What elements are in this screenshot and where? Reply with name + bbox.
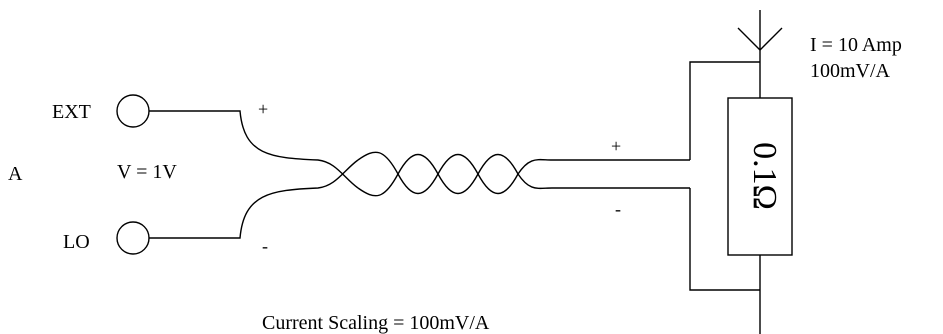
shunt-minus-sign: - xyxy=(615,199,621,219)
ext-terminal xyxy=(116,94,150,128)
input-plus-sign: + xyxy=(258,99,268,119)
ext-terminal-label: EXT xyxy=(52,101,91,123)
upper-lead-wire xyxy=(149,110,359,189)
lo-terminal-label: LO xyxy=(63,231,90,253)
twisted-pair-strand-a xyxy=(357,154,553,197)
voltage-label: V = 1V xyxy=(117,161,177,183)
lower-lead-wire xyxy=(149,159,359,239)
sense-bracket xyxy=(689,61,760,291)
shunt-plus-sign: + xyxy=(611,136,621,156)
current-value-label: I = 10 Amp xyxy=(810,34,902,56)
current-scale-label: 100mV/A xyxy=(810,60,891,82)
shunt-resistor xyxy=(727,97,793,256)
input-minus-sign: - xyxy=(262,236,268,256)
current-arrow-icon xyxy=(737,27,783,51)
lo-terminal xyxy=(116,221,150,255)
twisted-pair-strand-b xyxy=(357,151,553,194)
current-scaling-label: Current Scaling = 100mV/A xyxy=(262,312,490,334)
channel-label: A xyxy=(8,163,23,185)
resistor-value-label: 0.1Ω xyxy=(746,142,783,210)
